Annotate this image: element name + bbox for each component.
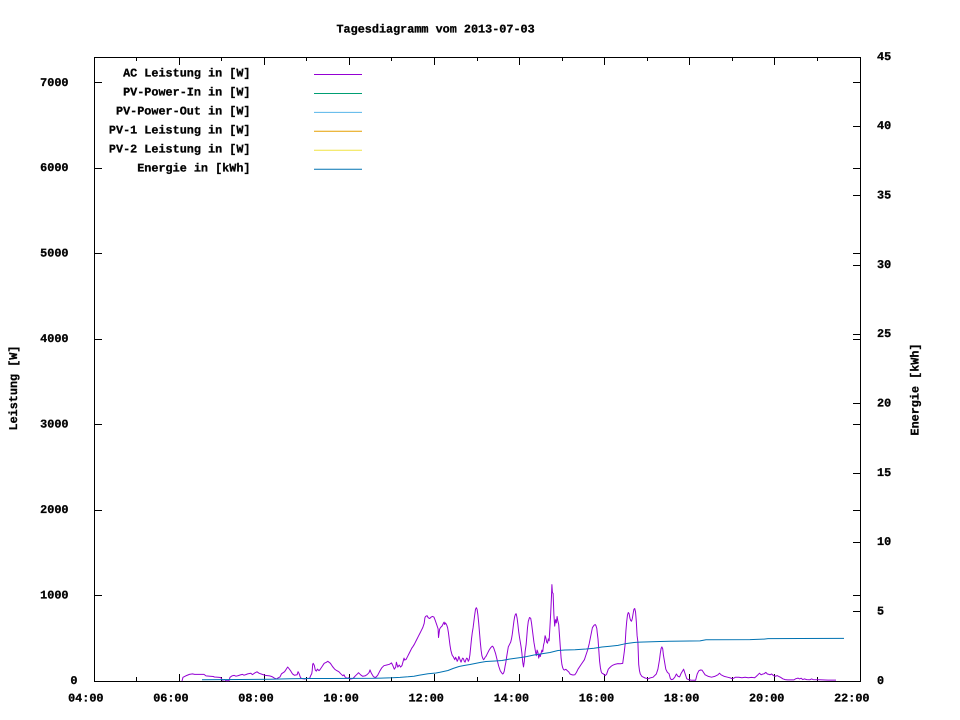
svg-text:PV-Power-In in [W]: PV-Power-In in [W] bbox=[123, 86, 250, 100]
svg-text:5: 5 bbox=[877, 605, 884, 619]
svg-text:06:00: 06:00 bbox=[153, 692, 188, 706]
svg-text:40: 40 bbox=[877, 119, 891, 133]
svg-text:AC Leistung in [W]: AC Leistung in [W] bbox=[123, 67, 250, 81]
svg-text:6000: 6000 bbox=[40, 161, 68, 175]
svg-text:04:00: 04:00 bbox=[68, 692, 103, 706]
svg-text:35: 35 bbox=[877, 189, 891, 203]
svg-text:15: 15 bbox=[877, 466, 891, 480]
svg-text:1000: 1000 bbox=[40, 588, 68, 602]
svg-text:5000: 5000 bbox=[40, 247, 68, 261]
svg-text:0: 0 bbox=[877, 674, 884, 688]
svg-text:4000: 4000 bbox=[40, 332, 68, 346]
svg-text:45: 45 bbox=[877, 50, 891, 64]
svg-text:10:00: 10:00 bbox=[323, 692, 358, 706]
svg-text:30: 30 bbox=[877, 258, 891, 272]
svg-text:25: 25 bbox=[877, 327, 891, 341]
svg-text:2000: 2000 bbox=[40, 503, 68, 517]
svg-text:08:00: 08:00 bbox=[238, 692, 273, 706]
svg-text:14:00: 14:00 bbox=[494, 692, 529, 706]
svg-text:16:00: 16:00 bbox=[579, 692, 614, 706]
svg-text:Leistung [W]: Leistung [W] bbox=[7, 346, 21, 431]
svg-text:0: 0 bbox=[70, 674, 77, 688]
svg-text:10: 10 bbox=[877, 535, 891, 549]
svg-text:PV-2 Leistung in [W]: PV-2 Leistung in [W] bbox=[109, 143, 251, 157]
svg-text:12:00: 12:00 bbox=[408, 692, 443, 706]
svg-text:Energie [kWh]: Energie [kWh] bbox=[909, 343, 923, 435]
svg-text:Tagesdiagramm vom 2013-07-03: Tagesdiagramm vom 2013-07-03 bbox=[336, 22, 534, 36]
svg-text:22:00: 22:00 bbox=[834, 692, 869, 706]
svg-text:20: 20 bbox=[877, 397, 891, 411]
svg-text:20:00: 20:00 bbox=[749, 692, 784, 706]
svg-text:PV-1 Leistung in [W]: PV-1 Leistung in [W] bbox=[109, 124, 251, 138]
svg-text:18:00: 18:00 bbox=[664, 692, 699, 706]
svg-text:Energie in [kWh]: Energie in [kWh] bbox=[137, 161, 250, 175]
svg-text:3000: 3000 bbox=[40, 418, 68, 432]
svg-text:PV-Power-Out in [W]: PV-Power-Out in [W] bbox=[116, 105, 251, 119]
svg-text:7000: 7000 bbox=[40, 76, 68, 90]
